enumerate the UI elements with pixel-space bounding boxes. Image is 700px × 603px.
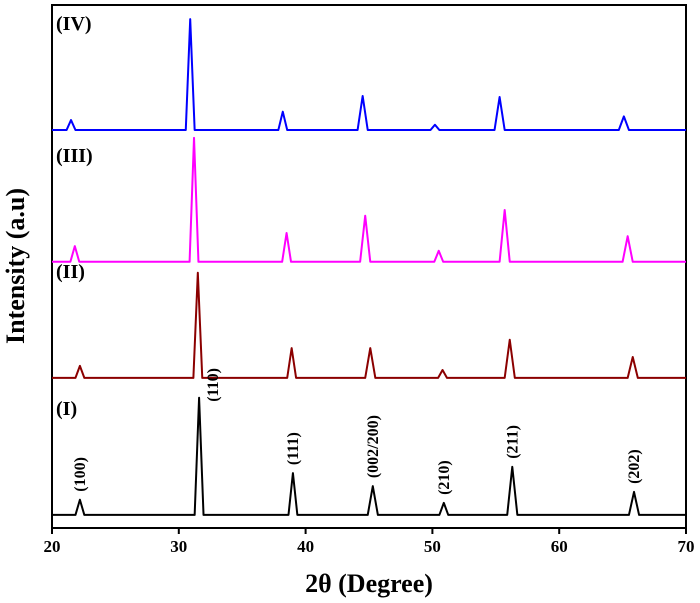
- peak-label: (211): [504, 425, 521, 459]
- y-axis-title: Intensity (a.u): [1, 188, 30, 344]
- x-tick-label: 20: [44, 537, 61, 556]
- x-tick-label: 30: [170, 537, 187, 556]
- xrd-pattern: [52, 396, 686, 516]
- x-axis-title: 2θ (Degree): [305, 569, 433, 598]
- xrd-pattern: [52, 271, 686, 379]
- peak-label: (002/200): [365, 415, 382, 478]
- plot-frame: [51, 4, 687, 529]
- x-tick-label: 70: [678, 537, 695, 556]
- series-label: (IV): [56, 13, 92, 35]
- x-tick-label: 60: [551, 537, 568, 556]
- x-tick-label: 40: [297, 537, 314, 556]
- xrd-pattern: [52, 18, 686, 131]
- peak-label: (210): [436, 460, 453, 495]
- series-label: (I): [56, 398, 77, 420]
- peak-label: (202): [626, 449, 643, 484]
- series-label: (III): [56, 145, 93, 167]
- xrd-pattern: [52, 136, 686, 263]
- series-label: (II): [56, 261, 85, 283]
- x-tick-label: 50: [424, 537, 441, 556]
- peak-label: (100): [72, 457, 89, 492]
- peak-label: (110): [205, 368, 222, 402]
- peak-label: (111): [285, 432, 302, 465]
